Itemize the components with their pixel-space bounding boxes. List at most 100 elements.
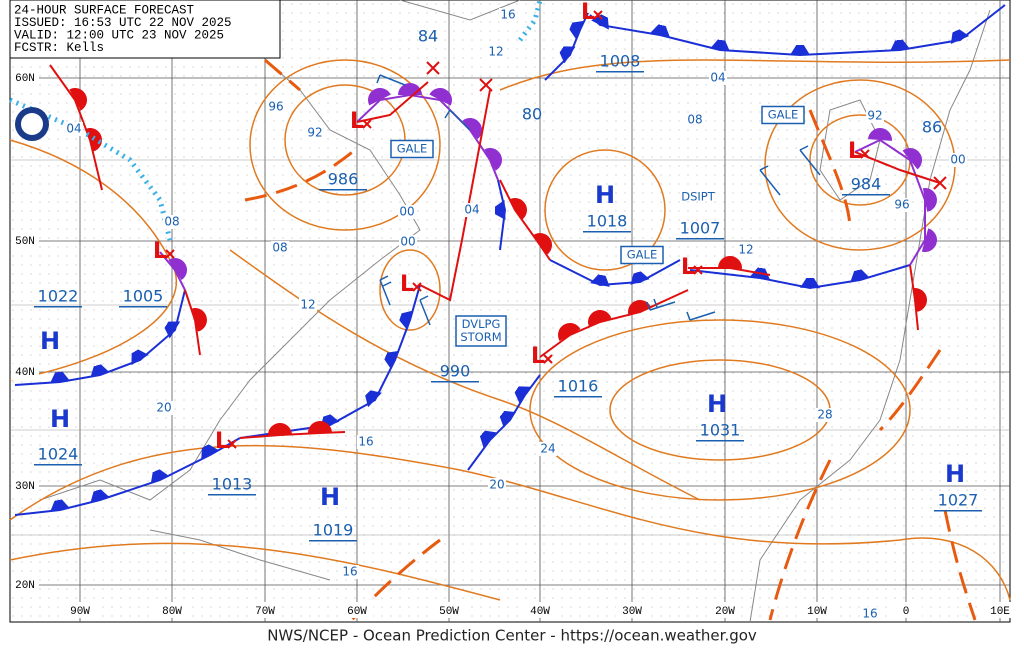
lon-label: 40W	[530, 606, 550, 618]
trough	[264, 58, 301, 92]
occluded-front	[356, 83, 502, 181]
low-symbol: L	[215, 429, 229, 454]
lon-label: 70W	[255, 606, 275, 618]
pressure-underline	[309, 540, 357, 542]
pressure-value: 984	[851, 175, 882, 194]
wind-barbs	[376, 74, 821, 326]
isobar-label-bg	[341, 565, 359, 579]
isobar-label-bg	[65, 122, 83, 136]
lon-label: 20W	[715, 606, 735, 618]
lon-label: 0	[903, 606, 910, 618]
occluded-front	[854, 128, 937, 266]
pressure-underline	[676, 238, 724, 240]
fronts	[9, 0, 1006, 516]
pressure-value: 990	[440, 362, 471, 381]
isobar-label: 92	[867, 109, 882, 123]
isobar-label-bg	[686, 113, 704, 127]
isobar	[9, 542, 501, 601]
low-cross	[593, 10, 603, 20]
low-cross	[165, 249, 175, 259]
high-symbol: H	[50, 405, 70, 433]
noaa-logo-inner	[21, 113, 43, 135]
ice-edge	[518, 0, 543, 42]
map-frame	[9, 0, 1011, 623]
forecast-low-pressure: 86	[922, 118, 942, 137]
lat-label-bg	[11, 70, 39, 86]
isobar-label-bg	[539, 442, 557, 456]
warning-text: GALE	[627, 248, 657, 262]
warning-text: STORM	[460, 330, 501, 344]
logo	[15, 107, 49, 141]
lon-label: 80W	[162, 606, 182, 618]
lat-label: 30N	[15, 481, 35, 493]
cold-front	[549, 259, 681, 285]
forecast-low-x	[426, 61, 440, 75]
pressure-value: 1027	[938, 491, 979, 510]
cold-front	[14, 437, 241, 516]
isobar-label: 92	[307, 126, 322, 140]
lon-label-bg	[984, 602, 1016, 618]
lat-label-bg	[11, 233, 39, 249]
pressure-underline	[554, 396, 602, 398]
isobar-label: 96	[894, 198, 909, 212]
footer: NWS/NCEP - Ocean Prediction Center - htt…	[267, 627, 757, 645]
isobar-label: 12	[488, 45, 503, 59]
isobar-label-bg	[398, 205, 416, 219]
isobar-label-bg	[399, 235, 417, 249]
forecast-low-x	[479, 78, 493, 92]
isobar-label-bg	[463, 203, 481, 217]
coastlines	[39, 0, 991, 623]
lon-label: 50W	[439, 606, 459, 618]
cold-front	[589, 4, 1006, 57]
lat-label-bg	[11, 577, 39, 593]
low-track	[854, 151, 941, 184]
isobar-label-bg	[949, 153, 967, 167]
pressure-value: 1005	[123, 287, 164, 306]
header-line: 24-HOUR SURFACE FORECAST	[14, 3, 195, 17]
isobar-label-bg	[357, 435, 375, 449]
lon-label-bg	[433, 602, 465, 618]
lon-label: 10E	[990, 606, 1010, 618]
warning-text: DVLPG	[462, 317, 501, 331]
lat-label: 20N	[15, 580, 35, 592]
pressure-underline	[431, 381, 479, 383]
isobar-label: 12	[738, 243, 753, 257]
low-track	[356, 81, 429, 123]
pressure-value: 1031	[700, 421, 741, 440]
cold-front	[498, 179, 507, 251]
warm-front	[499, 179, 552, 261]
lon-label-bg	[524, 602, 556, 618]
pressure-underline	[119, 306, 167, 308]
lon-label: 90W	[70, 606, 90, 618]
lat-label-bg	[11, 364, 39, 380]
isobar-label-bg	[163, 215, 181, 229]
low-symbol: L	[581, 0, 595, 25]
isobar-label-bg	[861, 607, 879, 621]
pressure-value: 1008	[600, 52, 641, 71]
warning-text: GALE	[768, 108, 798, 122]
isobar-label-bg	[155, 401, 173, 415]
pressure-underline	[583, 231, 631, 233]
isobar-label: 96	[268, 100, 283, 114]
lon-label: 10W	[807, 606, 827, 618]
isobar-label-bg	[306, 126, 324, 140]
isobar-label-bg	[866, 109, 884, 123]
pressure-underline	[596, 71, 644, 73]
isobar-label-bg	[893, 198, 911, 212]
lon-label-bg	[801, 602, 833, 618]
lon-label-bg	[156, 602, 188, 618]
high-symbol: H	[945, 460, 965, 488]
forecast-low-pressure: 84	[418, 27, 438, 46]
isobar-label: 16	[862, 607, 877, 621]
pressure-value: 1018	[587, 212, 628, 231]
low-track	[419, 89, 491, 302]
lon-label: 60W	[347, 606, 367, 618]
isobar-label: 20	[156, 401, 171, 415]
low-cross	[227, 439, 237, 449]
coastline	[749, 9, 991, 623]
warm-front	[239, 421, 346, 439]
isobar-label: 16	[342, 565, 357, 579]
isobar-label: 04	[710, 71, 725, 85]
troughs	[244, 58, 977, 624]
low-symbol: L	[681, 255, 695, 280]
